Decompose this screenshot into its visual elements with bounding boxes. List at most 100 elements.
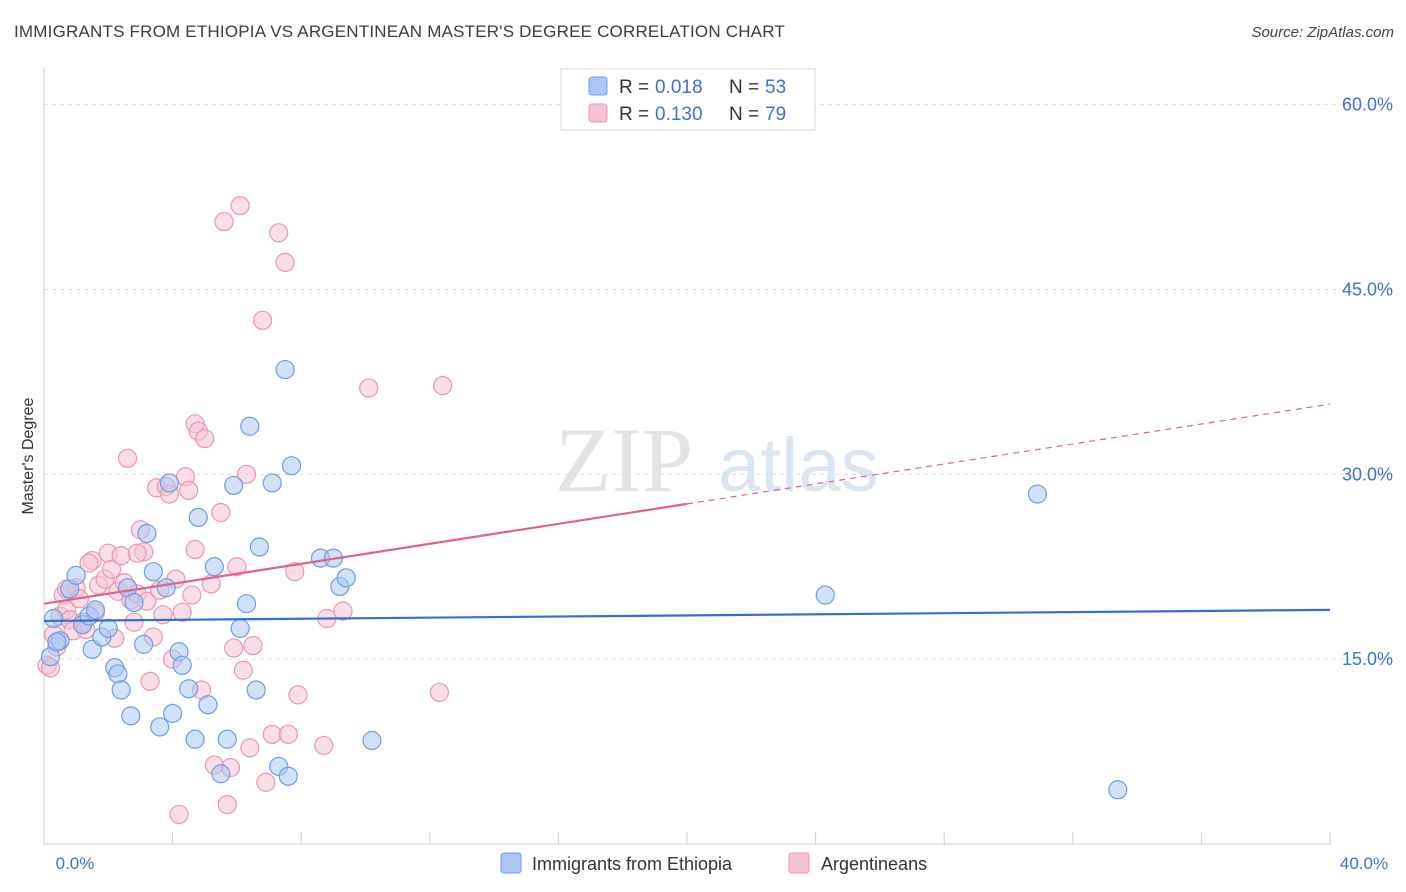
point-argentineans <box>124 612 144 632</box>
point-ethiopia <box>108 664 128 684</box>
point-ethiopia <box>150 717 170 737</box>
point-argentineans <box>182 585 202 605</box>
point-argentineans <box>243 636 263 656</box>
point-argentineans <box>233 660 253 680</box>
point-ethiopia <box>236 594 257 614</box>
trend-line-argentineans <box>43 502 688 605</box>
point-ethiopia <box>230 618 250 638</box>
point-ethiopia <box>44 608 64 629</box>
point-argentineans <box>433 376 453 396</box>
point-ethiopia <box>185 729 205 749</box>
point-ethiopia <box>275 359 295 380</box>
point-argentineans <box>169 804 189 825</box>
point-ethiopia <box>121 706 141 726</box>
point-argentineans <box>79 553 99 573</box>
point-ethiopia <box>172 655 192 675</box>
point-argentineans <box>275 252 295 272</box>
point-ethiopia <box>815 585 835 605</box>
point-ethiopia <box>124 592 144 613</box>
point-ethiopia <box>163 703 183 723</box>
legend-swatch-ethiopia <box>588 76 608 96</box>
point-ethiopia <box>188 507 208 528</box>
point-ethiopia <box>1108 780 1128 800</box>
point-ethiopia <box>134 634 154 654</box>
point-argentineans <box>101 559 122 579</box>
point-argentineans <box>127 543 147 563</box>
point-ethiopia <box>362 730 382 751</box>
point-ethiopia <box>281 456 302 476</box>
point-ethiopia <box>217 729 237 749</box>
point-argentineans <box>230 196 250 216</box>
point-ethiopia <box>262 473 282 493</box>
point-ethiopia <box>98 618 118 638</box>
point-ethiopia <box>143 562 163 582</box>
point-argentineans <box>153 605 173 625</box>
point-argentineans <box>256 772 276 792</box>
point-argentineans <box>224 638 244 658</box>
watermark: ZIP atlas <box>555 409 879 511</box>
y-axis-label: Master's Degree <box>20 397 37 514</box>
point-argentineans <box>185 539 205 560</box>
point-argentineans <box>253 310 273 330</box>
point-argentineans <box>429 682 450 703</box>
y-tick-label: 60.0% <box>1342 95 1393 115</box>
point-ethiopia <box>204 557 224 577</box>
trend-line-ethiopia <box>43 608 1331 623</box>
watermark-zip: ZIP <box>555 409 693 511</box>
series-ethiopia <box>40 359 1128 800</box>
point-ethiopia <box>198 695 218 715</box>
point-ethiopia <box>1027 484 1048 504</box>
point-ethiopia <box>47 632 67 652</box>
point-argentineans <box>236 464 257 484</box>
point-argentineans <box>288 685 308 705</box>
legend-label-argentineans: Argentineans <box>821 854 927 874</box>
point-argentineans <box>111 546 131 566</box>
point-ethiopia <box>159 473 179 493</box>
point-argentineans <box>227 557 247 577</box>
x-tick-label-min: 0.0% <box>56 854 95 873</box>
point-ethiopia <box>111 680 131 700</box>
point-ethiopia <box>246 680 266 700</box>
legend-swatch-argentineans <box>588 103 608 123</box>
point-ethiopia <box>85 600 106 620</box>
point-ethiopia <box>156 578 176 598</box>
chart-source: Source: ZipAtlas.com <box>1251 24 1394 41</box>
y-tick-label: 30.0% <box>1342 464 1393 484</box>
point-argentineans <box>269 223 289 243</box>
point-ethiopia <box>336 568 356 588</box>
gridlines <box>44 104 1393 660</box>
legend-r-value-argentineans: 0.130 <box>655 104 703 125</box>
legend-n-label-ethiopia: N = <box>729 77 759 98</box>
point-argentineans <box>240 738 260 758</box>
point-argentineans <box>333 601 353 621</box>
point-argentineans <box>172 602 192 622</box>
legend-r-label-argentineans: R = <box>619 104 649 125</box>
stats-legend: R = 0.018 N = 53 R = 0.130 N = 79 <box>560 68 816 131</box>
legend-r-value-ethiopia: 0.018 <box>655 77 703 98</box>
point-ethiopia <box>278 766 298 786</box>
point-argentineans <box>359 378 379 398</box>
trend-line-argentineans-extension <box>686 403 1331 505</box>
chart-title: IMMIGRANTS FROM ETHIOPIA VS ARGENTINEAN … <box>14 22 785 41</box>
point-ethiopia <box>249 537 270 557</box>
y-tick-label: 45.0% <box>1342 279 1393 299</box>
point-argentineans <box>285 562 305 582</box>
point-ethiopia <box>137 523 157 544</box>
point-ethiopia <box>240 416 260 436</box>
point-argentineans <box>117 448 138 468</box>
legend-n-label-argentineans: N = <box>729 104 759 125</box>
point-ethiopia <box>66 565 86 585</box>
legend-swatch-bottom-ethiopia <box>500 852 522 874</box>
point-argentineans <box>195 428 215 449</box>
point-argentineans <box>217 794 237 815</box>
trend-lines <box>43 403 1331 623</box>
x-ticks <box>172 832 1331 844</box>
watermark-atlas: atlas <box>718 423 879 508</box>
point-argentineans <box>179 480 199 500</box>
point-argentineans <box>314 735 334 756</box>
y-tick-label: 15.0% <box>1342 649 1393 669</box>
point-argentineans <box>140 671 160 691</box>
y-tick-labels: 15.0% 30.0% 45.0% 60.0% <box>1342 95 1393 670</box>
legend-n-value-ethiopia: 53 <box>765 77 786 98</box>
